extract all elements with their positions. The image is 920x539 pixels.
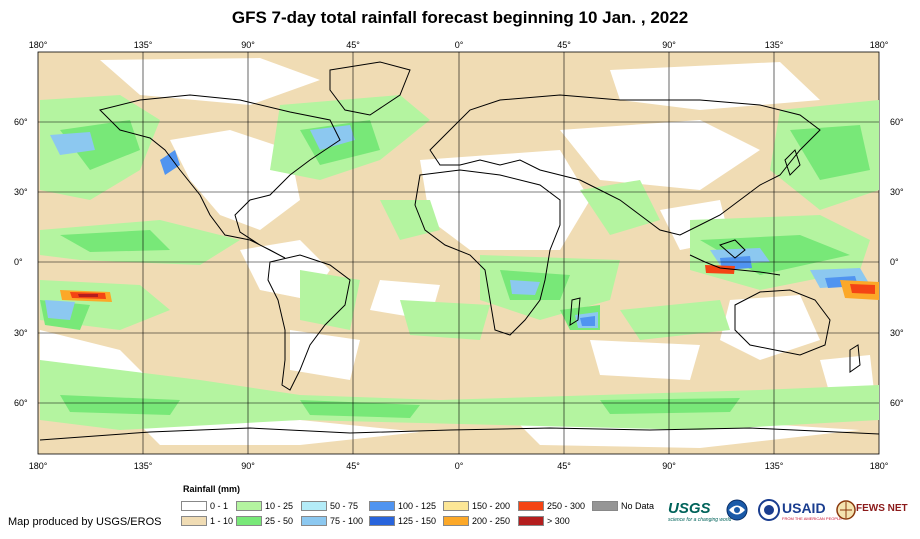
legend-swatch [443,501,469,511]
legend-label: 1 - 10 [210,516,234,526]
lon-label-top: 45° [346,40,360,50]
lat-label-left: 30° [14,328,28,338]
legend-label: 150 - 200 [472,501,511,511]
lon-label-top: 0° [454,40,464,50]
lat-label-right: 30° [890,328,904,338]
legend-label: 50 - 75 [330,501,359,511]
lon-label-bottom: 180° [28,461,48,471]
lon-label-bottom: 135° [764,461,784,471]
legend-label: 0 - 1 [210,501,229,511]
legend-label: 125 - 150 [398,516,437,526]
legend-swatch [518,501,544,511]
legend-label: No Data [621,501,655,511]
lat-label-left: 60° [14,117,28,127]
coastlines [39,61,880,441]
lon-label-top: 180° [28,40,48,50]
legend-label: 100 - 125 [398,501,437,511]
lon-label-top: 45° [557,40,571,50]
legend-swatch [181,501,207,511]
lon-label-top: 180° [869,40,889,50]
rain-heavy [60,265,879,302]
legend-swatch [369,501,395,511]
lat-label-right: 60° [890,398,904,408]
legend-label: 250 - 300 [547,501,586,511]
legend-label: 10 - 25 [265,501,294,511]
fews-net-logo: FEWS NET [856,503,908,514]
legend-label: 25 - 50 [265,516,294,526]
legend-swatch [518,516,544,526]
lat-label-right: 30° [890,187,904,197]
legend-swatch [181,516,207,526]
legend-label: 75 - 100 [330,516,364,526]
legend-swatch [236,501,262,511]
legend-swatch [369,516,395,526]
lat-label-left: 60° [14,398,28,408]
credit-text: Map produced by USGS/EROS [8,516,162,528]
legend-label: > 300 [547,516,570,526]
lon-label-top: 135° [764,40,784,50]
lon-label-top: 90° [241,40,255,50]
lon-label-bottom: 180° [869,461,889,471]
lon-label-bottom: 90° [241,461,255,471]
lon-label-top: 135° [133,40,153,50]
lon-label-bottom: 45° [557,461,571,471]
lon-label-top: 90° [662,40,676,50]
lon-label-bottom: 135° [133,461,153,471]
usaid-logo: USAID [782,500,826,516]
lon-label-bottom: 0° [454,461,464,471]
graticule [38,52,879,454]
noaa-logo-icon [726,499,748,521]
legend-swatch [592,501,618,511]
lat-label-left: 0° [14,257,23,267]
lat-label-left: 30° [14,187,28,197]
legend-swatch [236,516,262,526]
usgs-logo: USGS [668,500,711,517]
lon-label-bottom: 45° [346,461,360,471]
usgs-logo-text: USGS [668,500,711,517]
lon-label-bottom: 90° [662,461,676,471]
usgs-tagline: science for a changing world [668,517,732,523]
lat-label-right: 0° [890,257,899,267]
legend-label: 200 - 250 [472,516,511,526]
legend-swatch [443,516,469,526]
fews-net-globe-icon [836,500,856,520]
usaid-seal-icon [758,499,780,521]
legend-swatch [301,501,327,511]
map-title: GFS 7-day total rainfall forecast beginn… [231,8,689,27]
legend-swatch [301,516,327,526]
usaid-tagline: FROM THE AMERICAN PEOPLE [782,516,842,521]
legend-title: Rainfall (mm) [183,484,241,494]
lat-label-right: 60° [890,117,904,127]
